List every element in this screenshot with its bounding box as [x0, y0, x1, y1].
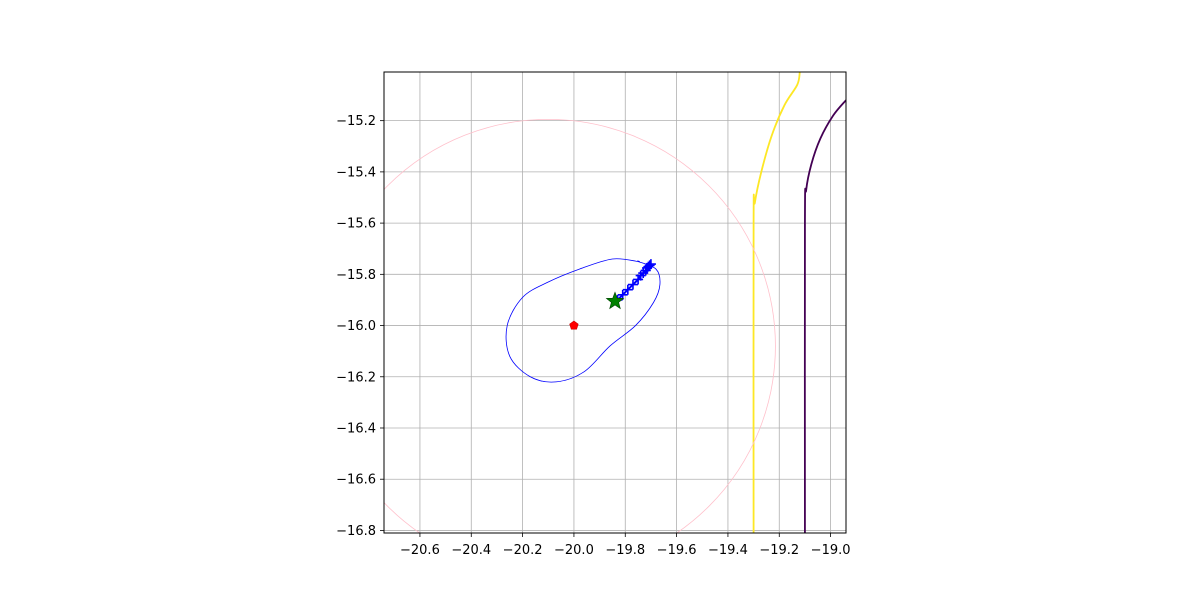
pink-circle	[384, 119, 776, 533]
contour-line-0	[752, 72, 801, 533]
grid	[384, 72, 846, 533]
x-tick-label: −19.0	[811, 543, 851, 558]
x-tick-label: −19.2	[759, 543, 799, 558]
plot-frame	[383, 71, 847, 534]
y-tick-label: −16.4	[336, 421, 376, 436]
trajectory-marker	[627, 279, 638, 290]
red-pentagon-marker	[569, 320, 579, 330]
y-tick-label: −15.4	[336, 165, 376, 180]
x-tick-label: −19.8	[605, 543, 645, 558]
y-tick-label: −16.2	[336, 370, 376, 385]
contour-line-1	[803, 99, 846, 533]
plot-markers	[569, 259, 656, 330]
trajectory-marker	[622, 284, 633, 295]
x-tick-label: −19.4	[708, 543, 748, 558]
x-tick-label: −20.4	[451, 543, 491, 558]
blue-ellipse	[505, 258, 661, 383]
y-tick-label: −15.2	[336, 114, 376, 129]
ticks: −20.6 −20.4 −20.2 −20.0 −19.8 −19.6 −19.4 −19.2…	[336, 114, 850, 558]
trajectory-marker	[644, 260, 655, 271]
plot-data	[384, 72, 846, 533]
green-star-marker	[605, 291, 625, 310]
x-tick-label: −19.6	[657, 543, 697, 558]
x-tick-label: −20.2	[503, 543, 543, 558]
y-tick-label: −16.0	[336, 319, 376, 334]
x-tick-label: −20.0	[554, 543, 594, 558]
x-tick-label: −20.6	[400, 543, 440, 558]
trajectory-marker	[645, 259, 656, 270]
y-tick-label: −15.6	[336, 217, 376, 232]
y-tick-label: −16.8	[336, 524, 376, 539]
y-tick-label: −15.8	[336, 268, 376, 283]
y-tick-label: −16.6	[336, 473, 376, 488]
